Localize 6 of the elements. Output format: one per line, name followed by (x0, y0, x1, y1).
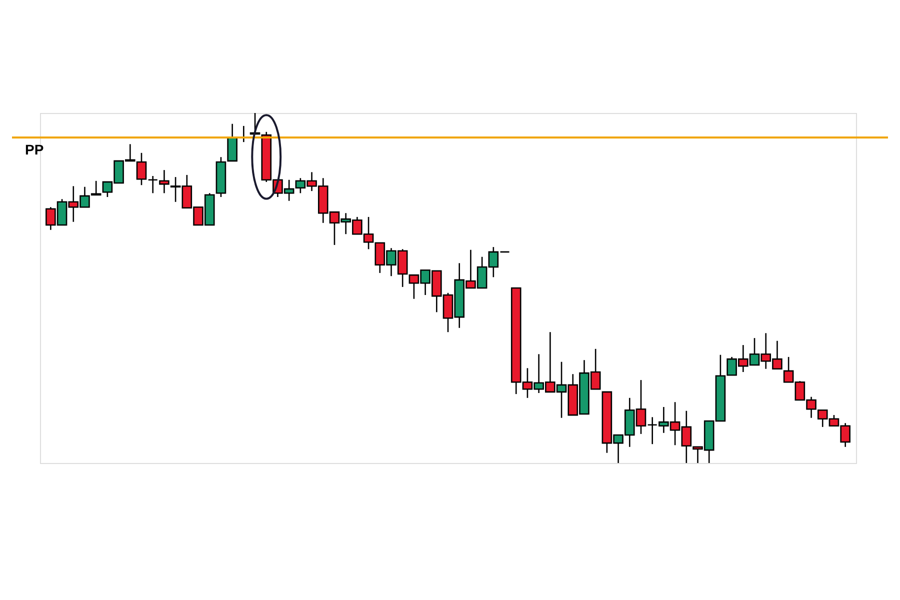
candlestick (148, 175, 158, 194)
candlestick (227, 123, 238, 162)
ref-line-label: PP (25, 142, 44, 158)
candlestick (90, 180, 102, 196)
candlestick (136, 152, 147, 186)
candlestick (159, 169, 170, 194)
